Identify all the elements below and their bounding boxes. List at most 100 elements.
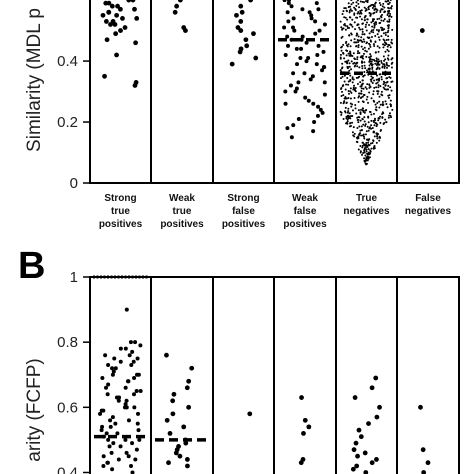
data-point <box>354 72 357 75</box>
data-point <box>389 0 392 1</box>
data-point <box>382 38 385 41</box>
data-point <box>370 36 373 39</box>
data-point <box>347 116 350 119</box>
data-point <box>382 32 385 35</box>
data-point <box>348 62 351 65</box>
data-point <box>100 424 105 429</box>
data-point <box>389 12 392 15</box>
data-point <box>361 0 364 3</box>
data-point <box>115 3 120 9</box>
data-point <box>303 95 308 100</box>
data-point <box>380 90 383 93</box>
data-point <box>375 125 378 128</box>
data-point <box>372 5 375 8</box>
data-point <box>132 376 137 380</box>
data-point <box>389 99 392 102</box>
data-point <box>357 118 360 121</box>
data-point <box>387 29 390 32</box>
data-point <box>391 61 394 64</box>
data-point <box>376 74 379 77</box>
data-point <box>356 137 359 140</box>
data-point <box>355 112 358 115</box>
data-point <box>349 97 352 100</box>
data-point <box>378 2 381 5</box>
data-point <box>339 69 342 72</box>
data-point <box>346 76 349 79</box>
data-point <box>370 40 373 43</box>
data-point <box>138 343 143 348</box>
data-point <box>374 108 377 111</box>
data-point <box>368 24 371 27</box>
data-point <box>350 9 353 12</box>
data-point <box>113 31 119 37</box>
data-point <box>385 63 388 66</box>
data-point <box>354 103 357 106</box>
data-point <box>359 111 362 114</box>
y-tick-label: 0 <box>70 175 78 192</box>
data-point <box>354 7 357 10</box>
data-point <box>371 66 374 69</box>
data-point <box>316 7 321 12</box>
data-point <box>350 68 353 71</box>
data-point <box>110 372 115 377</box>
data-point <box>386 66 389 69</box>
data-point <box>309 13 314 18</box>
data-point <box>359 150 362 153</box>
data-point <box>369 57 372 60</box>
data-point <box>368 60 371 63</box>
data-point <box>298 460 304 466</box>
data-point <box>99 428 104 433</box>
data-point <box>361 33 364 36</box>
data-point <box>317 28 322 33</box>
data-point <box>374 21 377 24</box>
data-point <box>380 60 383 63</box>
data-point <box>377 29 380 32</box>
data-point <box>364 67 367 70</box>
data-point <box>110 415 115 420</box>
data-point <box>371 81 374 84</box>
data-point <box>385 38 388 41</box>
data-point <box>368 64 371 67</box>
data-point <box>374 51 377 54</box>
data-point <box>375 122 378 125</box>
data-point <box>374 62 377 65</box>
data-point <box>360 125 363 128</box>
data-point <box>134 15 140 21</box>
data-point <box>357 40 360 43</box>
data-point <box>291 123 296 128</box>
data-point <box>340 67 343 70</box>
data-point <box>357 23 360 26</box>
data-point <box>357 96 360 99</box>
data-point <box>133 457 138 462</box>
data-point <box>126 454 131 459</box>
data-point <box>348 11 351 14</box>
data-point <box>345 83 348 86</box>
data-point <box>361 107 364 110</box>
data-point <box>359 9 362 12</box>
data-point <box>166 460 171 466</box>
y-tick-label: 0.8 <box>57 334 78 351</box>
data-point <box>372 112 375 115</box>
data-point <box>372 120 375 123</box>
data-point <box>363 148 366 151</box>
data-point <box>377 58 380 61</box>
category-label: True negatives <box>343 193 390 217</box>
data-point <box>129 463 134 468</box>
data-point <box>378 100 381 103</box>
data-point <box>373 79 376 82</box>
data-point <box>109 3 115 9</box>
data-point <box>359 0 362 3</box>
data-point <box>351 121 354 124</box>
data-point <box>359 145 362 148</box>
data-point <box>387 15 390 18</box>
data-point <box>387 64 390 67</box>
data-point <box>345 54 348 57</box>
data-point <box>164 417 170 423</box>
data-point <box>350 23 353 26</box>
data-point <box>362 48 365 51</box>
data-point <box>379 103 382 106</box>
category-label-line: False <box>415 193 441 204</box>
data-point <box>285 126 290 131</box>
data-point <box>344 28 347 31</box>
data-point <box>350 54 353 57</box>
